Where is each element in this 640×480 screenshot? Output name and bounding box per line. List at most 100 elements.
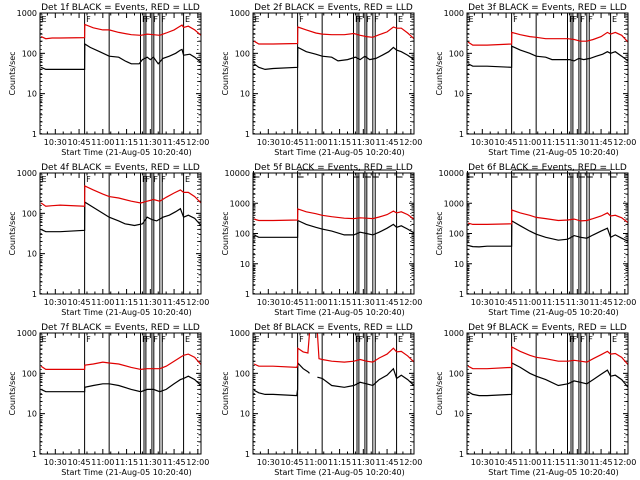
lld-series-line [40,23,202,40]
y-tick-label: 1000 [17,169,37,178]
segment-marker: F [569,335,574,344]
y-axis-label: Counts/sec [221,371,230,415]
chart-title: Det 7f BLACK = Events, RED = LLD [41,323,200,333]
y-tick-label: 1000 [444,199,464,208]
segment-marker: F [153,335,158,344]
y-tick-label: 10 [454,90,464,99]
x-tick-label: 12:00 [399,138,422,147]
events-series-line [467,45,629,68]
events-series-line [467,362,629,397]
segment-marker: E [468,15,473,24]
segment-marker: E [612,15,617,24]
y-tick-label: 1 [459,130,464,139]
y-tick-label: 1000 [230,329,250,338]
chart-title: Det 9f BLACK = Events, RED = LLD [468,323,627,333]
segment-marker: F [142,335,147,344]
x-tick-label: 12:00 [399,298,422,307]
x-tick-label: 11:45 [163,138,186,147]
x-axis-label: Start Time (21-Aug-05 10:20:40) [488,308,619,317]
x-tick-label: 10:45 [281,298,304,307]
segment-marker: E [612,335,617,344]
x-tick-label: 12:00 [186,298,209,307]
x-tick-label: 10:45 [495,298,518,307]
segment-marker: F [358,335,363,344]
x-tick-label: 11:00 [518,298,541,307]
x-tick-label: 11:15 [542,298,565,307]
segment-marker: F [86,15,91,24]
events-series-line [40,42,202,70]
segment-marker: F [569,15,574,24]
segment-marker: F [299,335,304,344]
plot-frame [39,332,202,455]
events-series-line [253,46,415,71]
x-tick-label: 12:00 [613,298,636,307]
segment-marker: F [366,335,371,344]
plot-frame [252,172,415,295]
segment-marker: F [161,15,166,24]
segment-marker: E [468,335,473,344]
y-tick-label: 1000 [17,329,37,338]
x-tick-label: 12:00 [613,458,636,467]
y-tick-label: 100 [22,49,37,58]
segment-marker: E [41,15,46,24]
y-tick-label: 1 [245,290,250,299]
x-tick-label: 11:30 [566,138,589,147]
segment-marker: F [572,335,577,344]
x-tick-label: 10:30 [257,458,280,467]
y-tick-label: 1000 [230,199,250,208]
segment-marker: F [355,15,360,24]
y-tick-label: 1000 [444,329,464,338]
segment-marker: F [580,335,585,344]
segment-marker: F [299,15,304,24]
x-tick-label: 11:45 [590,458,613,467]
x-tick-label: 11:30 [139,138,162,147]
y-tick-label: 100 [22,369,37,378]
x-tick-label: 10:30 [44,458,67,467]
segment-marker: F [374,15,379,24]
x-tick-label: 11:30 [352,298,375,307]
x-tick-label: 10:30 [44,298,67,307]
segment-marker: E [398,335,403,344]
x-tick-label: 10:45 [68,138,91,147]
y-axis-label: Counts/sec [435,51,444,95]
y-axis-label: Counts/sec [435,371,444,415]
y-tick-label: 1 [459,290,464,299]
segment-marker: F [86,175,91,184]
detector-panel-8: Det 8f BLACK = Events, RED = LLD 1 10 100 10… [221,323,422,477]
plot-frame [252,12,415,135]
lld-series-line [40,353,202,371]
y-tick-label: 10 [27,90,37,99]
x-tick-label: 11:15 [542,458,565,467]
detector-panel-5: Det 5f BLACK = Events, RED = LLD 1 10 100 10… [221,163,422,317]
x-tick-label: 11:45 [376,458,399,467]
chart-title: Det 3f BLACK = Events, RED = LLD [468,3,627,13]
segment-marker: F [366,15,371,24]
plot-frame [466,12,629,135]
x-axis-label: Start Time (21-Aug-05 10:20:40) [274,468,405,477]
y-axis-label: Counts/sec [8,211,17,255]
segment-marker: F [142,175,147,184]
lld-series-line [253,26,415,45]
events-series-line [253,361,415,397]
segment-marker: E [185,175,190,184]
x-tick-label: 11:30 [139,298,162,307]
segment-marker: E [41,175,46,184]
y-tick-label: 1000 [230,9,250,18]
x-tick-label: 10:30 [257,298,280,307]
x-tick-label: 11:00 [91,458,114,467]
lld-series-line [40,184,202,207]
segment-marker: F [161,335,166,344]
x-tick-label: 11:45 [163,298,186,307]
y-tick-label: 10 [27,250,37,259]
detector-panel-6: Det 6f BLACK = Events, RED = LLD 1 10 100 10… [435,163,636,317]
x-tick-label: 11:00 [518,138,541,147]
y-tick-label: 100 [235,230,250,239]
x-tick-label: 12:00 [399,458,422,467]
y-tick-label: 100 [235,49,250,58]
x-tick-label: 10:30 [257,138,280,147]
x-tick-label: 11:15 [115,138,138,147]
y-tick-label: 1000 [17,9,37,18]
x-tick-label: 12:00 [186,138,209,147]
segment-marker: F [86,335,91,344]
